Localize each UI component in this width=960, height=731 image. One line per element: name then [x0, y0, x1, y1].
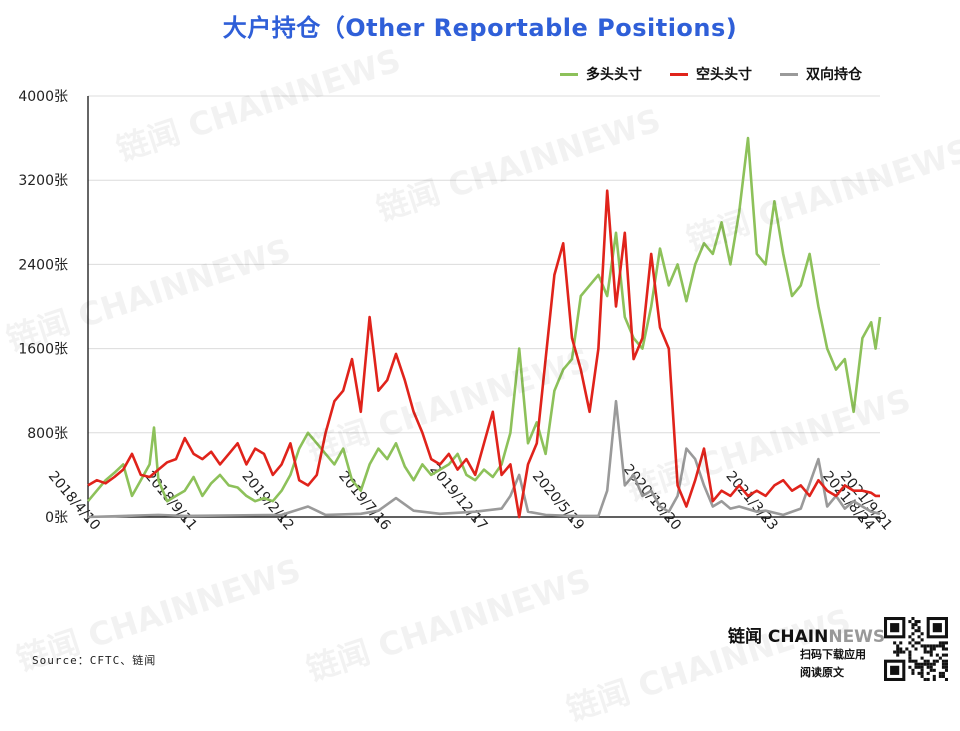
y-tick-label: 2400张: [18, 257, 68, 273]
legend-swatch-spread: [780, 72, 798, 76]
legend-label-long: 多头头寸: [586, 67, 642, 83]
legend-swatch-long: [560, 72, 578, 76]
y-tick-label: 800张: [27, 426, 68, 442]
y-tick-label: 4000张: [18, 89, 68, 105]
brand-logo: 链闻 CHAINNEWS: [728, 622, 885, 647]
legend-item-short: 空头头寸: [670, 64, 752, 84]
brand-main: 链闻 CHAIN: [728, 627, 829, 647]
qr-code-icon[interactable]: [884, 617, 948, 681]
brand-accent: NEWS: [828, 627, 886, 647]
legend-label-short: 空头头寸: [696, 67, 752, 83]
x-tick-label: 2020/5/19: [529, 468, 587, 533]
legend-label-spread: 双向持仓: [806, 67, 862, 83]
chart-legend: 多头头寸 空头头寸 双向持仓: [560, 64, 862, 84]
series-line-short: [87, 189, 880, 519]
chart-title: 大户持仓（Other Reportable Positions): [222, 14, 738, 42]
series-line-long: [87, 136, 882, 503]
source-note: Source：CFTC、链闻: [32, 654, 157, 667]
y-tick-label: 3200张: [18, 173, 68, 189]
legend-item-spread: 双向持仓: [780, 64, 862, 84]
x-tick-label: 2018/9/11: [142, 468, 200, 533]
y-tick-label: 1600张: [18, 342, 68, 358]
y-tick-label: 0张: [45, 510, 68, 526]
read-slogan: 阅读原文: [800, 666, 844, 679]
download-slogan: 扫码下载应用: [800, 648, 866, 661]
legend-item-long: 多头头寸: [560, 64, 642, 84]
legend-swatch-short: [670, 72, 688, 76]
